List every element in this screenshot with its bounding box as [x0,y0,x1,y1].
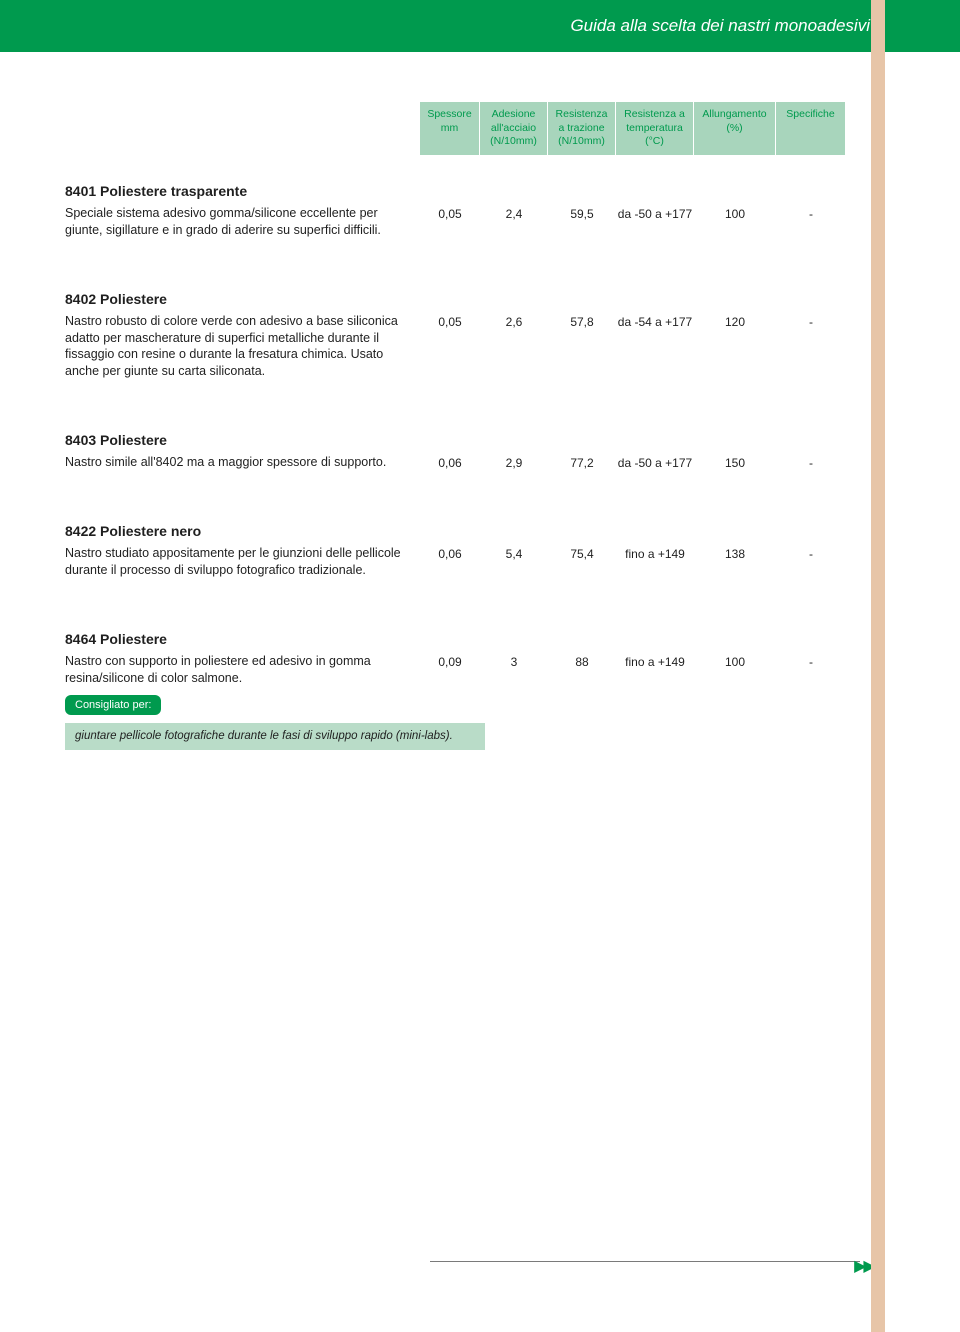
section-desc: Nastro simile all'8402 ma a maggior spes… [65,454,420,471]
recommended-badge: Consigliato per: [65,695,161,715]
val-adesione: 2,4 [480,205,548,221]
content: Spessore mm Adesione all'acciaio (N/10mm… [0,52,960,750]
val-specifiche: - [776,205,846,221]
section-8401: 8401 Poliestere trasparente Speciale sis… [65,183,860,239]
col-adesione: Adesione all'acciaio (N/10mm) [480,102,548,155]
section-title: 8401 Poliestere trasparente [65,183,860,199]
table-header: Spessore mm Adesione all'acciaio (N/10mm… [65,102,860,155]
section-desc: Nastro robusto di colore verde con adesi… [65,313,420,381]
col-specifiche: Specifiche [776,102,846,155]
col-resistenza-trazione: Resistenza a trazione (N/10mm) [548,102,616,155]
val-spessore: 0,05 [420,205,480,221]
data-row: 0,06 5,4 75,4 fino a +149 138 - [420,545,860,561]
section-desc: Speciale sistema adesivo gomma/silicone … [65,205,420,239]
recommended-note: giuntare pellicole fotografiche durante … [65,723,485,751]
data-row: 0,05 2,4 59,5 da -50 a +177 100 - [420,205,860,221]
header-bar: Guida alla scelta dei nastri monoadesivi [0,0,960,52]
col-spessore: Spessore mm [420,102,480,155]
section-8403: 8403 Poliestere Nastro simile all'8402 m… [65,432,860,471]
data-row: 0,06 2,9 77,2 da -50 a +177 150 - [420,454,860,470]
data-row: 0,09 3 88 fino a +149 100 - [420,653,860,669]
section-title: 8464 Poliestere [65,631,860,647]
section-8422: 8422 Poliestere nero Nastro studiato app… [65,523,860,579]
section-title: 8422 Poliestere nero [65,523,860,539]
section-desc: Nastro studiato appositamente per le giu… [65,545,420,579]
val-allungamento: 100 [694,205,776,221]
section-8464: 8464 Poliestere Nastro con supporto in p… [65,631,860,750]
col-resistenza-temp: Resistenza a temperatura (°C) [616,102,694,155]
footer-line [430,1261,860,1262]
section-8402: 8402 Poliestere Nastro robusto di colore… [65,291,860,381]
val-temp: da -50 a +177 [616,205,694,221]
val-trazione: 59,5 [548,205,616,221]
section-title: 8403 Poliestere [65,432,860,448]
header-title: Guida alla scelta dei nastri monoadesivi [570,16,870,36]
section-desc: Nastro con supporto in poliestere ed ade… [65,653,420,687]
data-row: 0,05 2,6 57,8 da -54 a +177 120 - [420,313,860,329]
section-title: 8402 Poliestere [65,291,860,307]
col-allungamento: Allungamento (%) [694,102,776,155]
